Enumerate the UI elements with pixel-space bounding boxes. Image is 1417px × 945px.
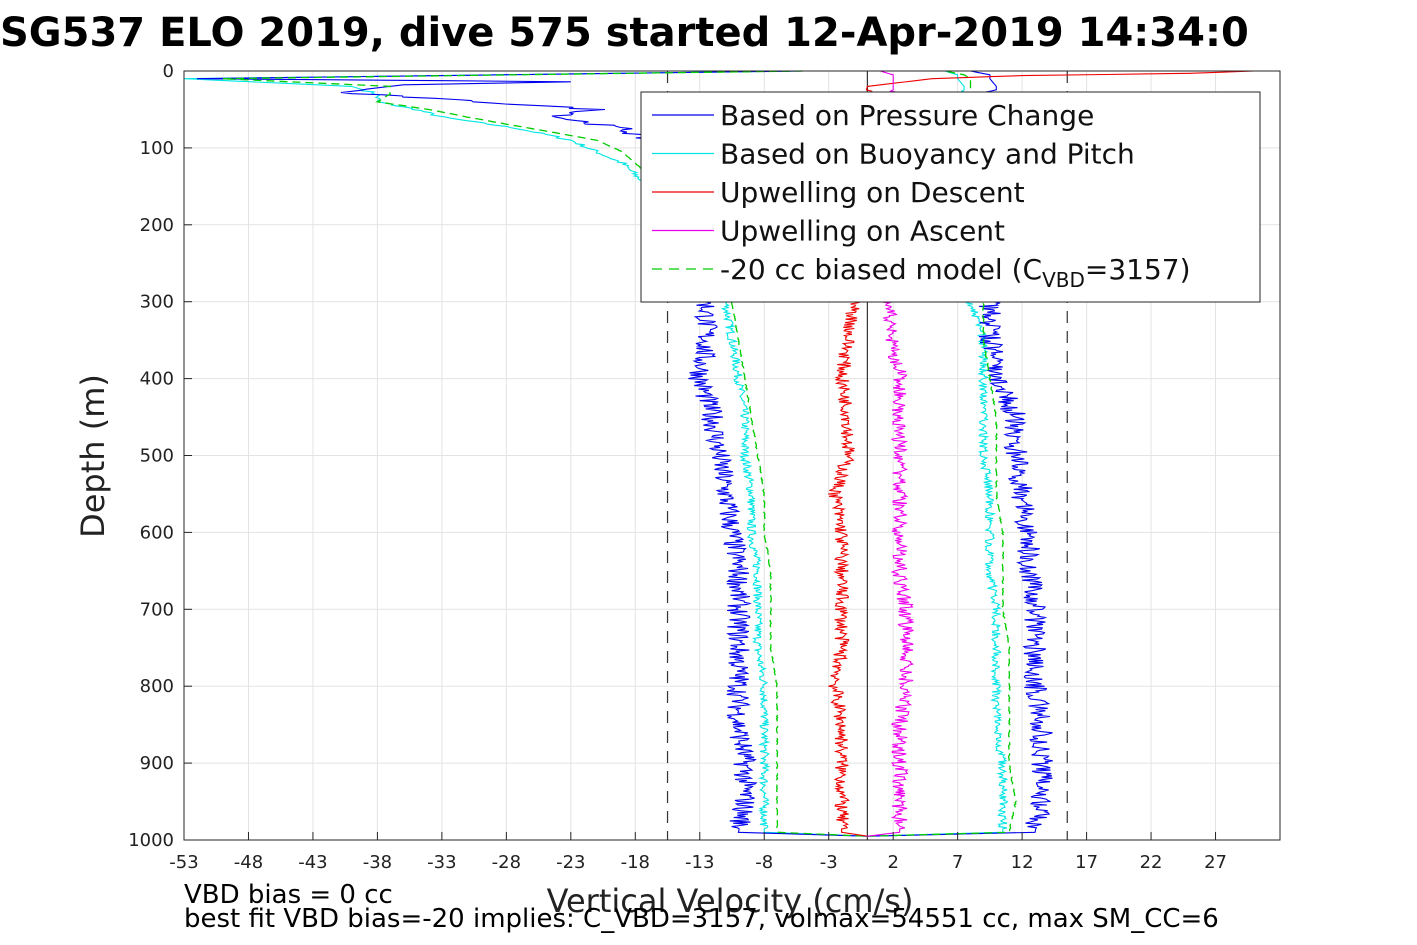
x-axis-label: Vertical Velocity (cm/s) [547, 882, 914, 920]
y-tick-label: 800 [140, 676, 174, 697]
legend: Based on Pressure Change Based on Buoyanc… [640, 91, 1261, 303]
x-tick-label: 17 [1075, 852, 1098, 873]
x-tick-label: -38 [363, 852, 392, 873]
series-line-model [222, 70, 868, 837]
legend-label-upwell_descent: Upwelling on Descent [720, 176, 1025, 209]
footer-vbd-bias: VBD bias = 0 cc [184, 880, 393, 910]
footer-best-fit: best fit VBD bias=-20 implies: C_VBD=315… [184, 904, 1219, 934]
x-tick-label: -13 [685, 852, 714, 873]
y-tick-label: 0 [163, 61, 174, 82]
x-tick-label: 12 [1011, 852, 1034, 873]
x-tick-label: -8 [755, 852, 773, 873]
y-tick-label: 200 [140, 215, 174, 236]
x-tick-label: -43 [298, 852, 327, 873]
x-tick-label: 7 [952, 852, 963, 873]
x-tick-label: 2 [887, 852, 898, 873]
x-tick-label: -18 [621, 852, 650, 873]
x-tick-label: -53 [169, 852, 198, 873]
y-tick-label: 300 [140, 292, 174, 313]
x-tick-label: -3 [820, 852, 838, 873]
y-tick-label: 400 [140, 369, 174, 390]
y-tick-label: 500 [140, 446, 174, 467]
legend-box [640, 91, 1261, 303]
x-tick-label: -28 [492, 852, 521, 873]
legend-label-pressure: Based on Pressure Change [720, 99, 1094, 132]
y-tick-label: 100 [140, 138, 174, 159]
x-tick-label: -48 [234, 852, 263, 873]
chart-title: SG537 ELO 2019, dive 575 started 12-Apr-… [0, 10, 1249, 56]
x-tick-label: -33 [427, 852, 456, 873]
y-axis-label: Depth (m) [74, 374, 112, 538]
legend-label-buoyancy: Based on Buoyancy and Pitch [720, 138, 1135, 171]
y-tick-label: 900 [140, 753, 174, 774]
x-tick-label: -23 [556, 852, 585, 873]
y-tick-label: 700 [140, 599, 174, 620]
x-tick-label: 22 [1140, 852, 1163, 873]
x-tick-label: 27 [1204, 852, 1227, 873]
y-tick-label: 600 [140, 522, 174, 543]
axis-ticks: -53 -48 -43 -38 -33 -28 -23 -18 -13 -8 -3 2 7 12 17 22 2… [128, 61, 1227, 873]
legend-label-model: -20 cc biased model (CVBD=3157) [720, 253, 1191, 292]
y-tick-label: 1000 [128, 830, 174, 851]
legend-label-upwell_ascent: Upwelling on Ascent [720, 215, 1005, 248]
